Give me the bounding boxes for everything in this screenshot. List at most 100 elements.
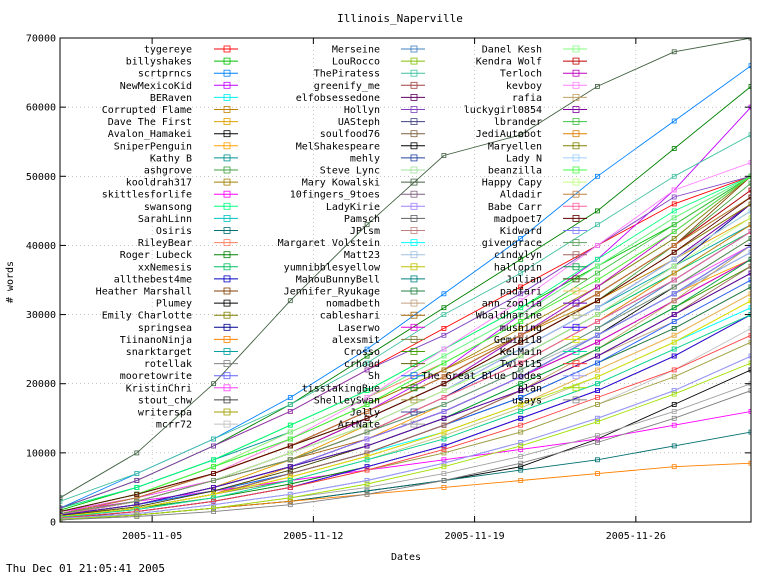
series-point xyxy=(748,270,751,276)
series-point xyxy=(364,360,370,366)
series-point xyxy=(134,514,140,519)
series-line-37 xyxy=(60,175,751,509)
legend-label: skittlesforlife xyxy=(102,190,192,201)
legend-label: mehly xyxy=(350,153,380,164)
y-tick-label: 50000 xyxy=(26,172,56,183)
legend-label: Margaret Volstein xyxy=(278,238,380,249)
legend-marker xyxy=(410,45,418,53)
series-point xyxy=(671,277,677,283)
series-point xyxy=(441,367,447,373)
series-point xyxy=(595,305,600,311)
series-line-74 xyxy=(60,175,751,513)
series-point xyxy=(518,353,524,359)
series-point xyxy=(671,374,677,380)
legend-label: kooldrah317 xyxy=(126,178,192,189)
chart-title: Illinois_Naperville xyxy=(337,12,463,25)
series-line-15 xyxy=(60,431,751,521)
legend-label: rafia xyxy=(512,93,542,104)
legend-marker xyxy=(572,348,580,355)
legend-marker xyxy=(572,287,580,295)
series-point xyxy=(441,408,447,414)
series-point xyxy=(595,436,600,442)
legend-marker xyxy=(223,348,231,355)
series-point xyxy=(595,360,600,366)
series-point xyxy=(364,443,370,449)
series-point xyxy=(441,446,447,452)
legend-marker xyxy=(410,94,418,101)
series-point xyxy=(364,346,370,352)
legend-label: Steve Lync xyxy=(320,166,380,177)
series-point xyxy=(211,491,217,497)
legend-label: Danel Kesh xyxy=(482,45,542,56)
series-point xyxy=(595,291,600,297)
legend-marker xyxy=(223,372,231,380)
series-point xyxy=(364,450,370,456)
legend-marker xyxy=(223,396,231,404)
series-point xyxy=(748,408,751,414)
series-point xyxy=(211,436,217,442)
series-point xyxy=(748,63,751,69)
series-point xyxy=(364,388,370,394)
legend-marker xyxy=(410,106,418,113)
series-line-88 xyxy=(60,300,751,517)
legend-marker xyxy=(410,408,418,416)
series-point xyxy=(364,488,370,494)
series-point xyxy=(287,450,293,456)
legend-marker xyxy=(410,251,418,259)
legend-label: tisstakingBue xyxy=(302,383,380,394)
series-point xyxy=(364,415,370,421)
legend-label: mushing xyxy=(500,323,542,334)
series-point xyxy=(671,187,677,193)
series-point xyxy=(211,478,217,483)
y-tick-label: 20000 xyxy=(26,379,56,390)
series-point xyxy=(287,498,293,504)
legend-label: KeLMain xyxy=(500,347,542,358)
legend-label: kevboy xyxy=(506,81,542,92)
series-line-43 xyxy=(60,38,751,499)
series-point xyxy=(287,457,293,463)
series-point xyxy=(595,388,600,394)
series-point xyxy=(748,84,751,89)
y-tick-label: 0 xyxy=(50,518,56,529)
series-point xyxy=(595,298,600,304)
y-tick-label: 70000 xyxy=(26,34,56,45)
legend-label: RileyBear xyxy=(138,238,192,249)
series-point xyxy=(518,325,524,331)
series-point xyxy=(595,419,600,425)
legend-label: yumnibblesyellow xyxy=(284,262,381,273)
series-point xyxy=(748,132,751,138)
series-point xyxy=(595,402,600,407)
legend-marker xyxy=(410,311,418,319)
legend-label: MelShakespeare xyxy=(296,141,380,152)
legend-marker xyxy=(410,227,418,234)
series-point xyxy=(518,467,524,473)
series-point xyxy=(671,339,677,345)
legend-marker xyxy=(410,372,418,380)
series-point xyxy=(671,222,677,228)
series-point xyxy=(287,402,293,407)
series-point xyxy=(518,367,524,373)
legend-label: plan xyxy=(518,383,542,394)
series-point xyxy=(671,256,677,262)
legend-label: stout_chw xyxy=(138,395,193,406)
legend-marker xyxy=(223,384,231,392)
x-tick-label: 2005-11-19 xyxy=(444,531,504,542)
legend-marker xyxy=(410,130,418,138)
series-point xyxy=(671,49,677,55)
legend-marker xyxy=(223,287,231,295)
legend-label: Dave The First xyxy=(108,117,192,128)
legend-label: Gemini18 xyxy=(494,335,542,346)
series-point xyxy=(671,332,677,338)
y-axis-ticks: 0 10000 20000 30000 40000 50000 60000 70000 xyxy=(26,34,751,529)
series-point xyxy=(518,402,524,407)
series-point xyxy=(518,291,524,297)
legend-label: writerspa xyxy=(138,408,192,419)
series-point xyxy=(441,436,447,442)
series-point xyxy=(441,325,447,331)
legend-label: UASteph xyxy=(338,117,380,128)
legend-label: hallopin xyxy=(494,262,542,273)
series-point xyxy=(287,491,293,497)
legend-marker xyxy=(572,323,580,331)
series-point xyxy=(287,481,293,487)
